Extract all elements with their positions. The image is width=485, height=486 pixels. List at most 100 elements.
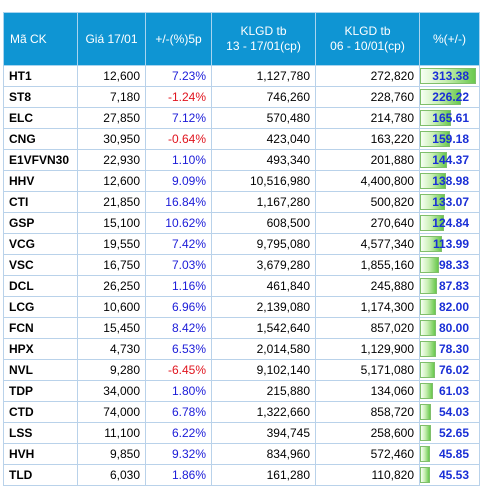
- price-cell: 16,750: [77, 254, 146, 276]
- ratio-bar: [420, 68, 477, 84]
- ratio-value: 226.22: [432, 90, 469, 104]
- price-cell: 10,600: [77, 296, 146, 318]
- table-row: TLD 6,030 1.86% 161,280 110,820 45.53: [3, 464, 480, 486]
- ratio-cell: 45.85: [419, 443, 480, 465]
- ratio-bar: [420, 131, 450, 147]
- table-row: LSS 11,100 6.22% 394,745 258,600 52.65: [3, 422, 480, 444]
- ratio-cell: 78.30: [419, 338, 480, 360]
- ratio-cell: 313.38: [419, 65, 480, 87]
- stock-code-cell: CTI: [3, 191, 78, 213]
- ratio-bar: [420, 152, 448, 168]
- table-row: TDP 34,000 1.80% 215,880 134,060 61.03: [3, 380, 480, 402]
- table-row: NVL 9,280 -6.45% 9,102,140 5,171,080 76.02: [3, 359, 480, 381]
- change-percent-cell: 8.42%: [145, 317, 212, 339]
- ratio-value: 82.00: [438, 300, 469, 314]
- header-ratio: %(+/-): [419, 12, 480, 66]
- table-row: E1VFVN30 22,930 1.10% 493,340 201,880 144.37: [3, 149, 480, 171]
- volume-previous-cell: 858,720: [315, 401, 420, 423]
- ratio-cell: 113.99: [419, 233, 480, 255]
- ratio-bar: [420, 173, 447, 189]
- price-cell: 11,100: [77, 422, 146, 444]
- ratio-cell: 52.65: [419, 422, 480, 444]
- volume-previous-cell: 163,220: [315, 128, 420, 150]
- table-row: CNG 30,950 -0.64% 423,040 163,220 159.18: [3, 128, 480, 150]
- table-row: HVH 9,850 9.32% 834,960 572,460 45.85: [3, 443, 480, 465]
- ratio-value: 78.30: [438, 342, 469, 356]
- header-row: Mã CK Giá 17/01 +/-(%)5p KLGD tb 13 - 17…: [3, 12, 480, 66]
- volume-current-cell: 9,795,080: [211, 233, 316, 255]
- ratio-value: 138.98: [432, 174, 469, 188]
- ratio-value: 159.18: [432, 132, 469, 146]
- volume-current-cell: 215,880: [211, 380, 316, 402]
- table-row: CTD 74,000 6.78% 1,322,660 858,720 54.03: [3, 401, 480, 423]
- change-percent-cell: 6.96%: [145, 296, 212, 318]
- ratio-cell: 45.53: [419, 464, 480, 486]
- ratio-bar: [420, 257, 440, 273]
- change-percent-cell: 1.16%: [145, 275, 212, 297]
- price-cell: 7,180: [77, 86, 146, 108]
- ratio-value: 87.83: [438, 279, 469, 293]
- volume-previous-cell: 258,600: [315, 422, 420, 444]
- stock-code-cell: VCG: [3, 233, 78, 255]
- price-cell: 12,600: [77, 65, 146, 87]
- stock-code-cell: FCN: [3, 317, 78, 339]
- ratio-value: 124.84: [432, 216, 469, 230]
- volume-previous-cell: 5,171,080: [315, 359, 420, 381]
- table-row: VCG 19,550 7.42% 9,795,080 4,577,340 113.99: [3, 233, 480, 255]
- price-cell: 15,100: [77, 212, 146, 234]
- stock-code-cell: ELC: [3, 107, 78, 129]
- price-cell: 15,450: [77, 317, 146, 339]
- stock-code-cell: CNG: [3, 128, 78, 150]
- header-change: +/-(%)5p: [145, 12, 212, 66]
- header-volume-current-line1: KLGD tb: [240, 24, 287, 38]
- ratio-value: 52.65: [438, 426, 469, 440]
- change-percent-cell: -6.45%: [145, 359, 212, 381]
- price-cell: 30,950: [77, 128, 146, 150]
- ratio-value: 165.61: [432, 111, 469, 125]
- price-cell: 9,850: [77, 443, 146, 465]
- change-percent-cell: 9.09%: [145, 170, 212, 192]
- header-code: Mã CK: [3, 12, 78, 66]
- ratio-cell: 82.00: [419, 296, 480, 318]
- change-percent-cell: 7.42%: [145, 233, 212, 255]
- volume-previous-cell: 214,780: [315, 107, 420, 129]
- change-percent-cell: -1.24%: [145, 86, 212, 108]
- ratio-cell: 138.98: [419, 170, 480, 192]
- ratio-bar: [420, 278, 438, 294]
- header-volume-current: KLGD tb 13 - 17/01(cp): [211, 12, 316, 66]
- stock-volume-table: Mã CK Giá 17/01 +/-(%)5p KLGD tb 13 - 17…: [3, 12, 480, 486]
- ratio-cell: 61.03: [419, 380, 480, 402]
- volume-current-cell: 423,040: [211, 128, 316, 150]
- volume-previous-cell: 500,820: [315, 191, 420, 213]
- volume-previous-cell: 857,020: [315, 317, 420, 339]
- ratio-value: 144.37: [432, 153, 469, 167]
- stock-code-cell: TDP: [3, 380, 78, 402]
- stock-code-cell: LSS: [3, 422, 78, 444]
- table-row: DCL 26,250 1.16% 461,840 245,880 87.83: [3, 275, 480, 297]
- price-cell: 27,850: [77, 107, 146, 129]
- ratio-cell: 165.61: [419, 107, 480, 129]
- ratio-value: 113.99: [432, 237, 469, 251]
- change-percent-cell: 16.84%: [145, 191, 212, 213]
- volume-current-cell: 2,139,080: [211, 296, 316, 318]
- stock-code-cell: DCL: [3, 275, 78, 297]
- price-cell: 12,600: [77, 170, 146, 192]
- table-body: HT1 12,600 7.23% 1,127,780 272,820 313.38 ST8 7…: [3, 65, 480, 486]
- volume-current-cell: 394,745: [211, 422, 316, 444]
- ratio-cell: 76.02: [419, 359, 480, 381]
- volume-previous-cell: 1,129,900: [315, 338, 420, 360]
- volume-previous-cell: 4,400,800: [315, 170, 420, 192]
- ratio-bar: [420, 194, 446, 210]
- ratio-cell: 144.37: [419, 149, 480, 171]
- price-cell: 6,030: [77, 464, 146, 486]
- volume-current-cell: 2,014,580: [211, 338, 316, 360]
- table-row: VSC 16,750 7.03% 3,679,280 1,855,160 98.33: [3, 254, 480, 276]
- volume-current-cell: 834,960: [211, 443, 316, 465]
- change-percent-cell: 1.10%: [145, 149, 212, 171]
- ratio-bar: [420, 404, 432, 420]
- ratio-cell: 54.03: [419, 401, 480, 423]
- volume-current-cell: 1,322,660: [211, 401, 316, 423]
- volume-current-cell: 3,679,280: [211, 254, 316, 276]
- price-cell: 74,000: [77, 401, 146, 423]
- volume-current-cell: 461,840: [211, 275, 316, 297]
